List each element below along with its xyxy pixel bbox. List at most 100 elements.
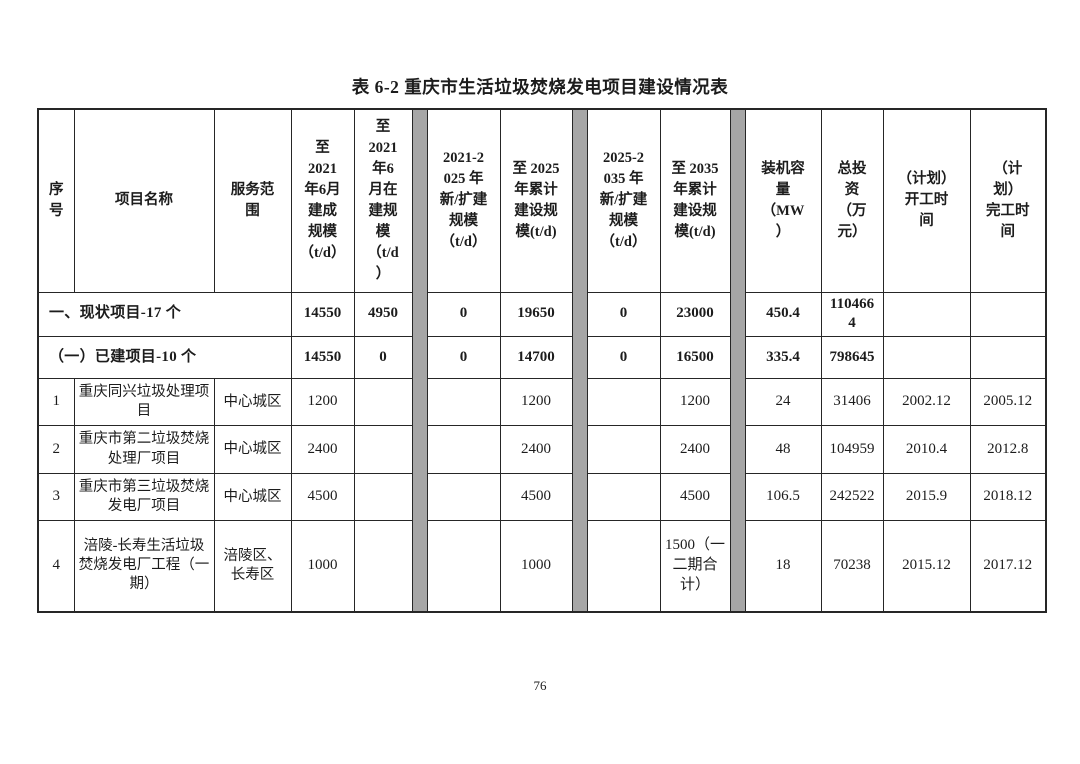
header-cumulative-2035: 至 2035 年累计 建设规 模(t/d): [659, 108, 731, 293]
gray-separator-3: [729, 108, 746, 613]
cell-new-2021-2025: 0: [426, 336, 501, 380]
cell-start-time: 2010.4: [882, 425, 971, 475]
cell-start-time: 2015.9: [882, 473, 971, 522]
summary-label: 一、现状项目-17 个: [37, 291, 292, 338]
cell-new-2021-2025: [426, 378, 501, 427]
cell-service-scope: 涪陵区、长寿区: [213, 520, 292, 613]
cell-finish-time: 2005.12: [969, 378, 1047, 427]
cell-under-2021: 0: [353, 336, 413, 380]
cell-new-2025-2035: 0: [586, 336, 661, 380]
cell-finish-time: 2012.8: [969, 425, 1047, 475]
cell-seq: 3: [37, 473, 75, 522]
cell-seq: 2: [37, 425, 75, 475]
summary-label: （一）已建项目-10 个: [37, 336, 292, 380]
summary-row-built-projects: （一）已建项目-10 个 14550 0 0 14700 0 16500 335…: [37, 336, 1047, 380]
header-start-time: （计划） 开工时 间: [882, 108, 971, 293]
cell-investment: 798645: [820, 336, 884, 380]
cell-seq: 1: [37, 378, 75, 427]
projects-table: 序 号 项目名称 服务范 围 至 2021 年6月 建成 规模 （t/d） 至 …: [37, 108, 1047, 613]
cell-cumulative-2035: 4500: [659, 473, 731, 522]
cell-seq: 4: [37, 520, 75, 613]
cell-investment: 31406: [820, 378, 884, 427]
cell-start-time: 2002.12: [882, 378, 971, 427]
header-seq: 序 号: [37, 108, 75, 293]
cell-capacity: 106.5: [744, 473, 822, 522]
cell-service-scope: 中心城区: [213, 378, 292, 427]
cell-start-time: 2015.12: [882, 520, 971, 613]
cell-new-2025-2035: [586, 378, 661, 427]
cell-investment: 242522: [820, 473, 884, 522]
cell-cumulative-2035: 16500: [659, 336, 731, 380]
cell-built-2021: 1000: [290, 520, 355, 613]
cell-cumulative-2035: 2400: [659, 425, 731, 475]
table-row: 1 重庆同兴垃圾处理项目 中心城区 1200 1200 1200 24 3140…: [37, 378, 1047, 427]
cell-under-2021: [353, 425, 413, 475]
cell-project-name: 重庆市第二垃圾焚烧处理厂项目: [73, 425, 215, 475]
cell-capacity: 335.4: [744, 336, 822, 380]
cell-cumulative-2035: 23000: [659, 291, 731, 338]
cell-service-scope: 中心城区: [213, 425, 292, 475]
header-built-2021: 至 2021 年6月 建成 规模 （t/d）: [290, 108, 355, 293]
cell-cumulative-2025: 4500: [499, 473, 573, 522]
cell-built-2021: 2400: [290, 425, 355, 475]
header-service-scope: 服务范 围: [213, 108, 292, 293]
cell-cumulative-2035: 1500（一二期合计）: [659, 520, 731, 613]
cell-new-2021-2025: [426, 473, 501, 522]
cell-under-2021: [353, 520, 413, 613]
cell-start-time: [882, 291, 971, 338]
cell-built-2021: 4500: [290, 473, 355, 522]
cell-finish-time: [969, 336, 1047, 380]
cell-capacity: 48: [744, 425, 822, 475]
header-project-name: 项目名称: [73, 108, 215, 293]
cell-cumulative-2035: 1200: [659, 378, 731, 427]
cell-finish-time: 2018.12: [969, 473, 1047, 522]
gray-separator-2: [571, 108, 588, 613]
cell-project-name: 涪陵-长寿生活垃圾焚烧发电厂工程（一期）: [73, 520, 215, 613]
cell-cumulative-2025: 14700: [499, 336, 573, 380]
cell-finish-time: [969, 291, 1047, 338]
cell-finish-time: 2017.12: [969, 520, 1047, 613]
cell-new-2025-2035: [586, 520, 661, 613]
cell-cumulative-2025: 2400: [499, 425, 573, 475]
cell-cumulative-2025: 19650: [499, 291, 573, 338]
cell-investment: 70238: [820, 520, 884, 613]
cell-service-scope: 中心城区: [213, 473, 292, 522]
summary-row-current-projects: 一、现状项目-17 个 14550 4950 0 19650 0 23000 4…: [37, 291, 1047, 338]
cell-start-time: [882, 336, 971, 380]
header-capacity: 装机容 量 （MW ）: [744, 108, 822, 293]
cell-project-name: 重庆市第三垃圾焚烧发电厂项目: [73, 473, 215, 522]
table-title: 表 6-2 重庆市生活垃圾焚烧发电项目建设情况表: [351, 77, 729, 97]
header-under-construction-2021: 至 2021 年6 月在 建规 模 （t/d ）: [353, 108, 413, 293]
cell-new-2021-2025: [426, 425, 501, 475]
cell-project-name: 重庆同兴垃圾处理项目: [73, 378, 215, 427]
header-investment: 总投 资 （万 元）: [820, 108, 884, 293]
cell-new-2025-2035: [586, 425, 661, 475]
table-row: 2 重庆市第二垃圾焚烧处理厂项目 中心城区 2400 2400 2400 48 …: [37, 425, 1047, 475]
cell-investment: 1104664: [820, 291, 884, 338]
header-row: 序 号 项目名称 服务范 围 至 2021 年6月 建成 规模 （t/d） 至 …: [37, 108, 1047, 613]
table-row: 4 涪陵-长寿生活垃圾焚烧发电厂工程（一期） 涪陵区、长寿区 1000 1000…: [37, 520, 1047, 613]
header-finish-time: （计 划） 完工时 间: [969, 108, 1047, 293]
cell-capacity: 18: [744, 520, 822, 613]
cell-built-2021: 14550: [290, 291, 355, 338]
cell-new-2021-2025: [426, 520, 501, 613]
table-row: 3 重庆市第三垃圾焚烧发电厂项目 中心城区 4500 4500 4500 106…: [37, 473, 1047, 522]
cell-cumulative-2025: 1200: [499, 378, 573, 427]
cell-under-2021: [353, 473, 413, 522]
header-new-2025-2035: 2025-2 035 年 新/扩建 规模 （t/d）: [586, 108, 661, 293]
cell-cumulative-2025: 1000: [499, 520, 573, 613]
cell-under-2021: [353, 378, 413, 427]
cell-built-2021: 14550: [290, 336, 355, 380]
cell-new-2025-2035: [586, 473, 661, 522]
header-new-2021-2025: 2021-2 025 年 新/扩建 规模 （t/d）: [426, 108, 501, 293]
cell-capacity: 24: [744, 378, 822, 427]
header-cumulative-2025: 至 2025 年累计 建设规 模(t/d): [499, 108, 573, 293]
cell-investment: 104959: [820, 425, 884, 475]
cell-built-2021: 1200: [290, 378, 355, 427]
cell-capacity: 450.4: [744, 291, 822, 338]
cell-under-2021: 4950: [353, 291, 413, 338]
cell-new-2021-2025: 0: [426, 291, 501, 338]
page-number: 76: [533, 678, 547, 693]
cell-new-2025-2035: 0: [586, 291, 661, 338]
